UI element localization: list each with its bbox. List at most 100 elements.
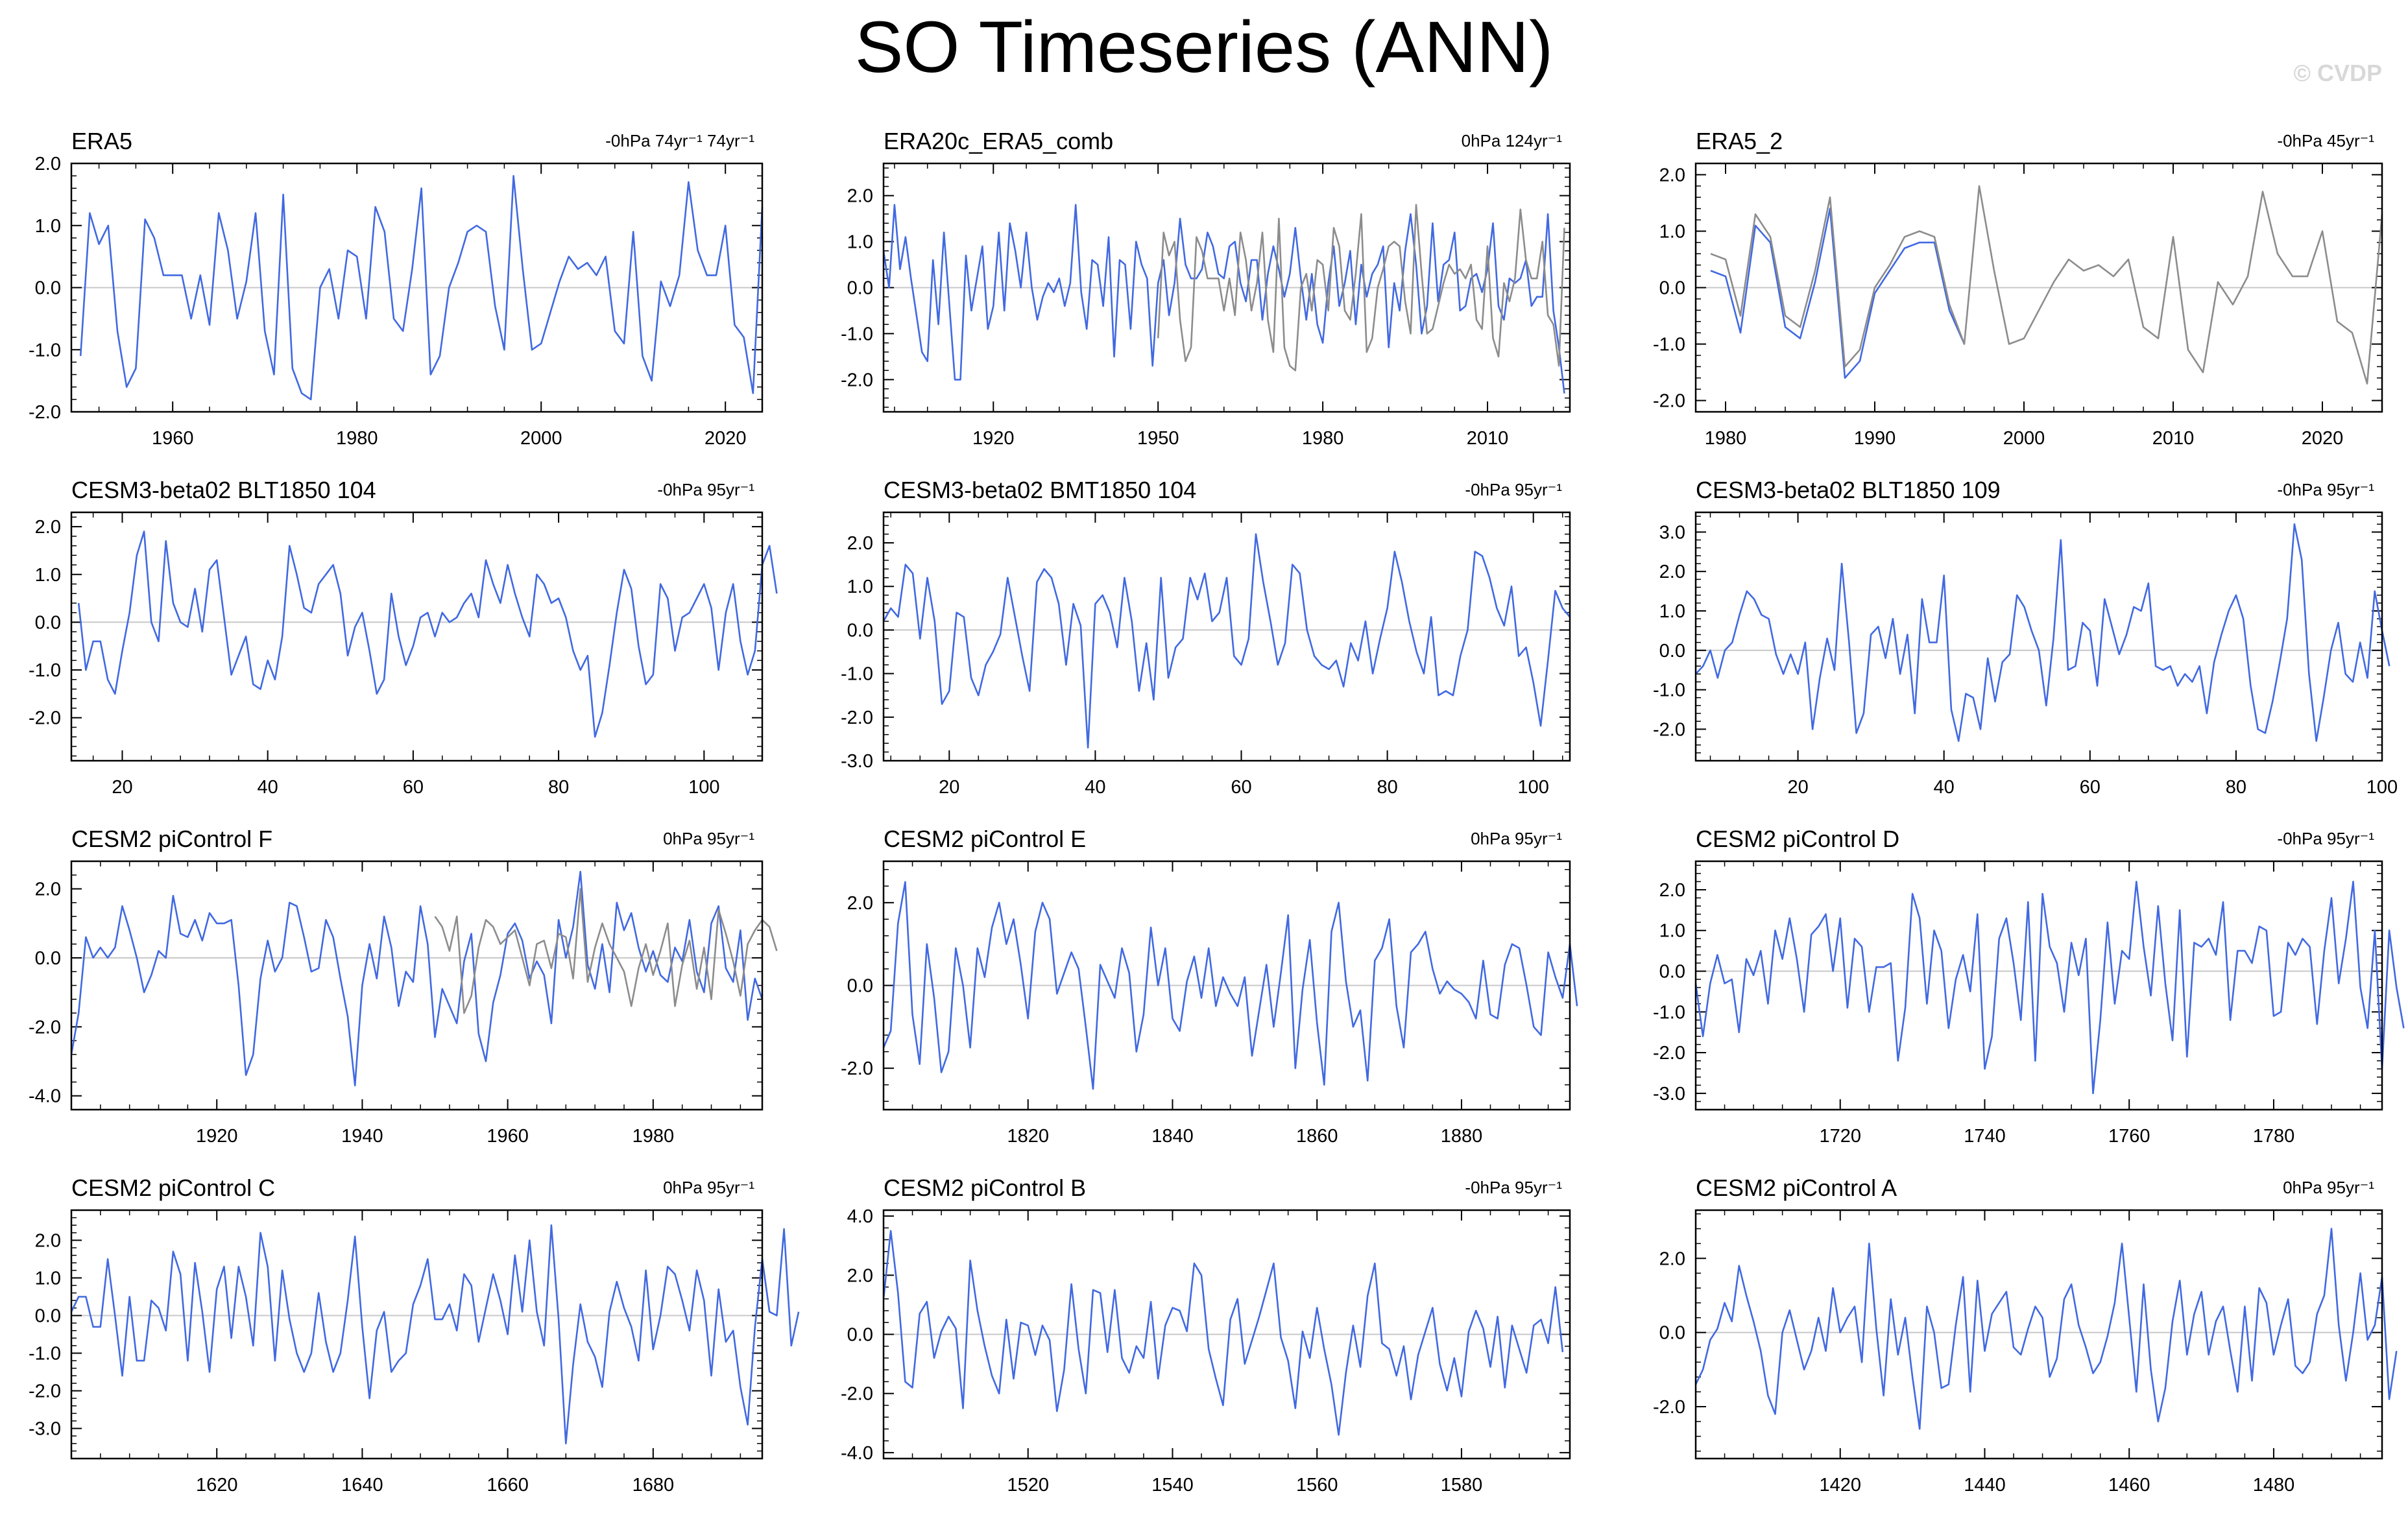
panel-trend-label: 0hPa 124yr⁻¹ [1462, 131, 1563, 150]
y-tick-label: 0.0 [847, 1325, 873, 1346]
x-tick-label: 40 [1934, 777, 1955, 798]
y-tick-label: -2.0 [29, 1017, 61, 1038]
chart-panel-10: CESM2 piControl C 0hPa 95yr⁻¹ 2.0 1.0 0.0 -1.… [29, 1174, 800, 1496]
x-tick-label: 1560 [1296, 1475, 1338, 1496]
x-tick-label: 1520 [1007, 1475, 1049, 1496]
y-tick-label: 0.0 [847, 976, 873, 997]
y-tick-label: 4.0 [847, 1206, 873, 1227]
plot-frame [1694, 1209, 2383, 1460]
x-tick-label: 100 [688, 777, 719, 798]
x-tick-label: 1820 [1007, 1126, 1049, 1147]
y-tick-label: 1.0 [1659, 921, 1685, 942]
y-tick-label: 0.0 [847, 278, 873, 299]
chart-panel-8: CESM2 piControl E 0hPa 95yr⁻¹ 2.0 0.0 -2.0 18… [841, 826, 1578, 1147]
y-tick-label: 1.0 [847, 577, 873, 597]
panel-trend-label: -0hPa 95yr⁻¹ [2277, 829, 2374, 848]
y-tick-label: 2.0 [1659, 880, 1685, 901]
x-tick-label: 1760 [2108, 1126, 2150, 1147]
series-line-primary [1694, 881, 2405, 1095]
x-tick-label: 1420 [1819, 1475, 1861, 1496]
panel-title: ERA5 [71, 128, 132, 154]
panel-title: CESM3-beta02 BLT1850 104 [71, 477, 376, 503]
x-tick-label: 1440 [1964, 1475, 2006, 1496]
y-tick-label: -4.0 [29, 1086, 61, 1107]
x-tick-label: 1720 [1819, 1126, 1861, 1147]
panel-title: ERA5_2 [1696, 128, 1783, 154]
plot-frame [70, 860, 764, 1111]
x-tick-label: 60 [2080, 777, 2101, 798]
panel-title: CESM3-beta02 BMT1850 104 [884, 477, 1196, 503]
series-line-primary [79, 174, 764, 401]
y-tick-label: -3.0 [1653, 1084, 1685, 1104]
panel-title: CESM2 piControl D [1696, 826, 1899, 852]
x-tick-label: 1940 [341, 1126, 383, 1147]
panel-trend-label: -0hPa 45yr⁻¹ [2277, 131, 2374, 150]
x-tick-label: 1980 [336, 428, 378, 449]
plot-frame [882, 1209, 1571, 1460]
x-tick-label: 2000 [2003, 428, 2045, 449]
series-line-primary [77, 531, 778, 738]
y-tick-label: 0.0 [35, 612, 61, 633]
plot-frame [1694, 162, 2383, 413]
x-tick-label: 1480 [2253, 1475, 2295, 1496]
x-tick-label: 1740 [1964, 1126, 2006, 1147]
series-line-comparison [1157, 204, 1565, 372]
plot-frame [882, 162, 1571, 413]
y-tick-label: 2.0 [847, 1265, 873, 1286]
plot-frame [70, 162, 764, 413]
chart-panel-7: CESM2 piControl F 0hPa 95yr⁻¹ 2.0 0.0 -2.0 -4… [29, 826, 778, 1147]
panel-trend-label: -0hPa 95yr⁻¹ [2277, 480, 2374, 499]
y-tick-label: 2.0 [35, 879, 61, 900]
x-tick-label: 1540 [1151, 1475, 1194, 1496]
y-tick-label: 2.0 [35, 154, 61, 174]
series-line-comparison [434, 888, 778, 1014]
x-tick-label: 20 [939, 777, 959, 798]
y-tick-label: -1.0 [1653, 1002, 1685, 1023]
y-tick-label: 1.0 [1659, 221, 1685, 242]
y-tick-label: 1.0 [35, 216, 61, 237]
panel-title: CESM2 piControl A [1696, 1174, 1897, 1201]
panel-title: CESM2 piControl F [71, 826, 272, 852]
x-tick-label: 20 [1787, 777, 1808, 798]
x-tick-label: 1860 [1296, 1126, 1338, 1147]
x-tick-label: 80 [1377, 777, 1397, 798]
x-tick-label: 1840 [1151, 1126, 1194, 1147]
x-tick-label: 1920 [972, 428, 1015, 449]
y-tick-label: 2.0 [1659, 1248, 1685, 1269]
y-tick-label: -2.0 [29, 708, 61, 729]
watermark: © CVDP [2293, 60, 2382, 86]
y-tick-label: -2.0 [1653, 1397, 1685, 1418]
x-tick-label: 80 [2226, 777, 2246, 798]
x-tick-label: 2020 [2302, 428, 2344, 449]
series-line-primary [1694, 1228, 2398, 1430]
x-tick-label: 40 [258, 777, 278, 798]
y-tick-label: -2.0 [29, 402, 61, 423]
y-tick-label: 2.0 [847, 186, 873, 207]
y-tick-label: 0.0 [1659, 278, 1685, 299]
x-tick-label: 1660 [487, 1475, 529, 1496]
y-tick-label: 0.0 [1659, 1323, 1685, 1344]
chart-panel-4: CESM3-beta02 BLT1850 104 -0hPa 95yr⁻¹ 2.0 1… [29, 477, 778, 798]
x-tick-label: 80 [548, 777, 569, 798]
panel-title: CESM3-beta02 BLT1850 109 [1696, 477, 2001, 503]
x-tick-label: 1990 [1854, 428, 1896, 449]
x-tick-label: 1580 [1441, 1475, 1483, 1496]
chart-panel-9: CESM2 piControl D -0hPa 95yr⁻¹ 2.0 1.0 0.0 -1… [1653, 826, 2405, 1147]
y-tick-label: 1.0 [1659, 601, 1685, 622]
x-tick-label: 40 [1085, 777, 1105, 798]
x-tick-label: 2020 [704, 428, 747, 449]
x-tick-label: 100 [2366, 777, 2398, 798]
y-tick-label: 2.0 [1659, 165, 1685, 185]
y-tick-label: -1.0 [1653, 335, 1685, 355]
x-tick-label: 1920 [196, 1126, 238, 1147]
series-line-primary [1695, 523, 2390, 742]
x-tick-label: 1980 [1705, 428, 1747, 449]
chart-panel-12: CESM2 piControl A 0hPa 95yr⁻¹ 2.0 0.0 -2.0 14… [1653, 1174, 2398, 1496]
plot-frame [1694, 511, 2383, 762]
y-tick-label: -4.0 [841, 1443, 873, 1464]
y-tick-label: -2.0 [1653, 1043, 1685, 1064]
x-tick-label: 1780 [2253, 1126, 2295, 1147]
y-tick-label: 2.0 [35, 1230, 61, 1251]
chart-panel-3: ERA5_2 -0hPa 45yr⁻¹ 2.0 1.0 0.0 -1.0 -2.0 1980 1… [1653, 128, 2383, 449]
